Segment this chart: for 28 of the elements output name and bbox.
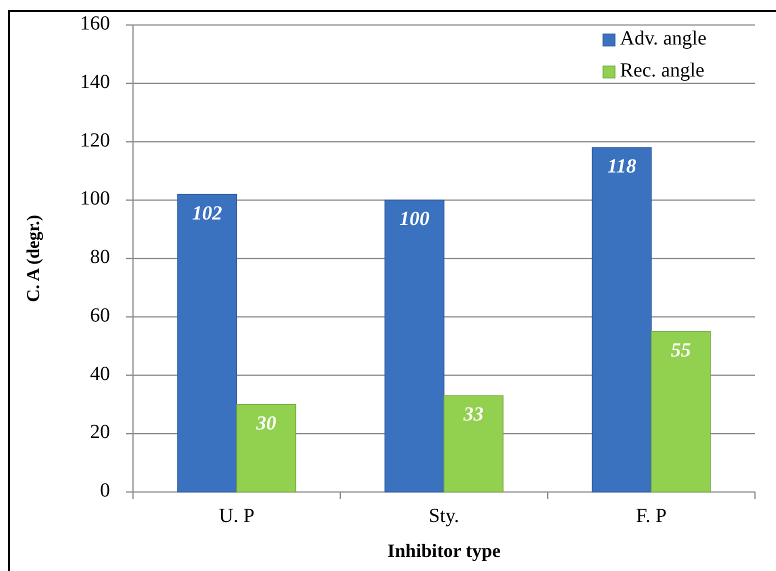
bar	[650, 331, 711, 492]
legend-label: Adv. angle	[620, 28, 707, 50]
bar	[592, 147, 652, 492]
x-tick-label: U. P	[218, 505, 254, 527]
bar	[177, 194, 238, 492]
y-axis-title: C. A (degr.)	[23, 214, 43, 302]
x-tick-label: Sty.	[428, 505, 460, 527]
y-tick-label: 40	[90, 362, 110, 385]
y-tick-label: 100	[80, 188, 110, 210]
y-tick-label: 0	[100, 480, 110, 502]
data-label: 100	[399, 208, 430, 230]
y-tick-label: 20	[90, 421, 110, 444]
x-tick-label: F. P	[636, 505, 667, 527]
bar	[444, 395, 504, 492]
x-axis-title: Inhibitor type	[387, 541, 501, 562]
y-tick-label: 60	[90, 304, 110, 326]
bar	[384, 200, 444, 492]
data-label: 30	[255, 412, 276, 434]
legend-label: Rec. angle	[620, 60, 705, 82]
y-tick-label: 80	[90, 246, 110, 268]
data-label: 55	[670, 339, 691, 362]
y-tick-label: 120	[80, 129, 110, 152]
y-tick-label: 160	[80, 12, 110, 35]
y-tick-label: 140	[80, 70, 110, 93]
data-label: 102	[192, 202, 222, 224]
bar	[236, 404, 296, 492]
data-label: 118	[607, 156, 636, 178]
data-label: 33	[462, 404, 484, 426]
